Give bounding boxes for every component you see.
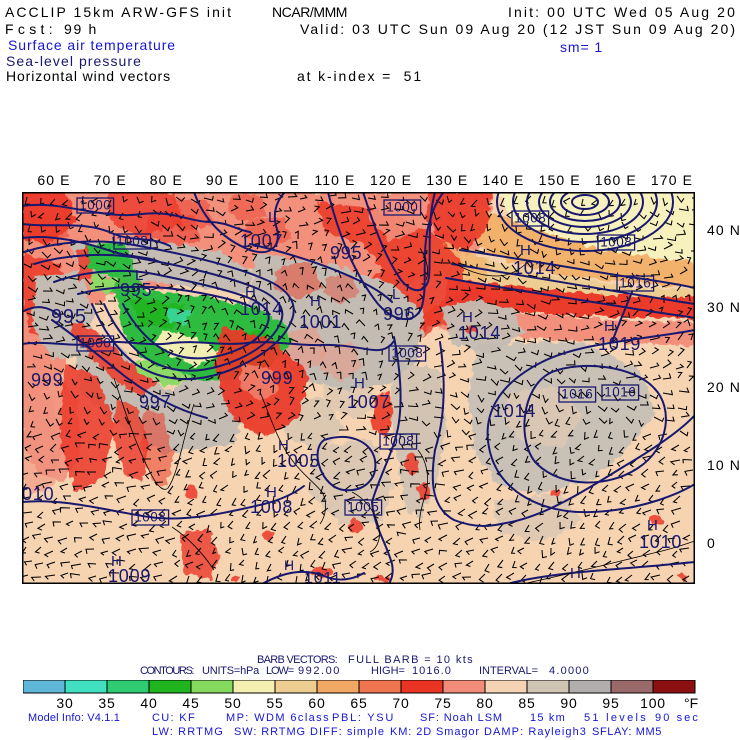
svg-text:H: H bbox=[266, 484, 278, 501]
svg-text:1007: 1007 bbox=[347, 392, 390, 412]
svg-text:1008: 1008 bbox=[514, 211, 546, 226]
svg-text:1008: 1008 bbox=[250, 497, 293, 517]
svg-text:L: L bbox=[268, 209, 277, 226]
svg-text:1008: 1008 bbox=[391, 346, 423, 361]
svg-text:999: 999 bbox=[261, 368, 293, 388]
svg-text:1008: 1008 bbox=[382, 434, 414, 449]
svg-text:1016: 1016 bbox=[619, 276, 651, 291]
svg-text:1008: 1008 bbox=[116, 234, 148, 249]
svg-text:999: 999 bbox=[31, 370, 63, 390]
svg-text:H: H bbox=[520, 242, 532, 259]
svg-text:1000: 1000 bbox=[79, 336, 111, 351]
svg-text:010: 010 bbox=[22, 484, 54, 504]
svg-text:1005: 1005 bbox=[277, 451, 320, 471]
svg-text:1014: 1014 bbox=[240, 299, 283, 319]
svg-text:1008: 1008 bbox=[600, 235, 632, 250]
svg-text:1019: 1019 bbox=[598, 334, 641, 354]
svg-text:H: H bbox=[310, 293, 322, 310]
svg-text:997: 997 bbox=[139, 392, 171, 412]
svg-text:1014: 1014 bbox=[513, 258, 556, 278]
svg-text:H: H bbox=[284, 557, 295, 573]
svg-text:995: 995 bbox=[330, 243, 362, 263]
svg-text:H: H bbox=[647, 517, 659, 534]
svg-text:H: H bbox=[245, 284, 257, 301]
svg-text:H: H bbox=[354, 375, 366, 392]
svg-text:H: H bbox=[278, 437, 290, 454]
svg-text:995: 995 bbox=[51, 306, 87, 328]
svg-text:H: H bbox=[570, 565, 582, 582]
svg-text:1014: 1014 bbox=[458, 323, 501, 343]
svg-text:H: H bbox=[111, 553, 123, 570]
svg-text:1008: 1008 bbox=[134, 510, 166, 525]
svg-text:1011: 1011 bbox=[304, 570, 342, 584]
svg-text:1016: 1016 bbox=[604, 385, 636, 400]
svg-text:1001: 1001 bbox=[299, 312, 342, 332]
svg-text:1005: 1005 bbox=[347, 500, 379, 515]
svg-text:1009: 1009 bbox=[108, 566, 151, 584]
svg-text:1014: 1014 bbox=[493, 401, 536, 421]
svg-text:L: L bbox=[135, 267, 144, 284]
svg-text:1016: 1016 bbox=[561, 387, 593, 402]
svg-text:995: 995 bbox=[120, 280, 152, 300]
svg-text:1007: 1007 bbox=[240, 231, 283, 251]
svg-text:996: 996 bbox=[383, 304, 415, 324]
svg-text:L: L bbox=[392, 286, 401, 303]
svg-text:1000: 1000 bbox=[79, 198, 111, 213]
svg-text:H: H bbox=[604, 318, 616, 335]
svg-text:1000: 1000 bbox=[386, 200, 418, 215]
svg-text:1010: 1010 bbox=[639, 532, 682, 552]
svg-text:H: H bbox=[462, 309, 474, 326]
